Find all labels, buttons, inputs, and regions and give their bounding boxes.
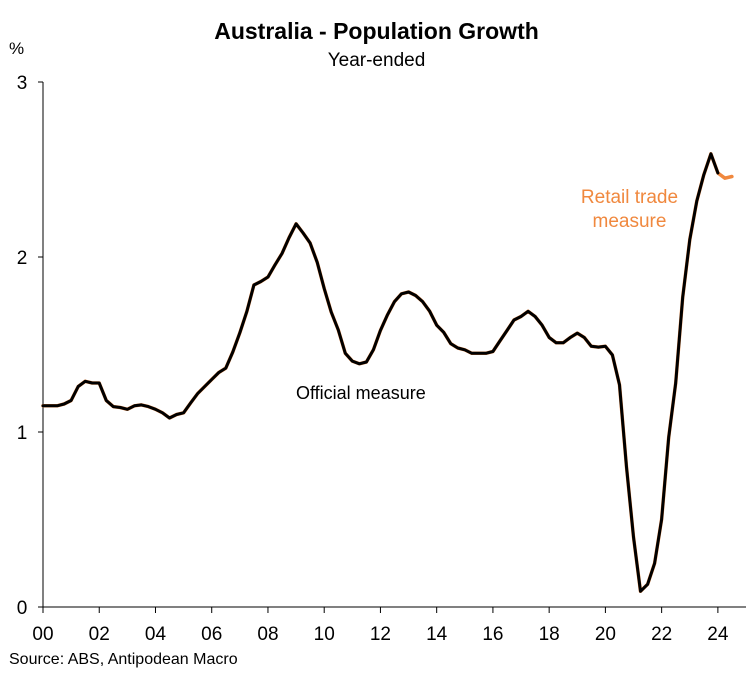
source-note: Source: ABS, Antipodean Macro: [9, 651, 238, 668]
x-tick-label: 02: [89, 624, 110, 645]
y-tick-label: 0: [17, 598, 28, 619]
retail-trade-measure-label: Retail trade measure: [580, 187, 679, 232]
series-lines: [41, 152, 734, 594]
x-tick-label: 04: [145, 624, 167, 645]
x-tick-label: 08: [257, 624, 278, 645]
chart-title: Australia - Population Growth: [214, 18, 539, 44]
official-measure-label: Official measure: [296, 383, 426, 403]
x-tick-label: 24: [707, 624, 729, 645]
chart-subtitle: Year-ended: [327, 50, 426, 71]
x-tick-label: 00: [32, 624, 53, 645]
x-tick-label: 10: [314, 624, 335, 645]
x-tick-label: 06: [201, 624, 222, 645]
x-tick-label: 14: [426, 624, 448, 645]
y-axis-unit: %: [9, 39, 25, 58]
y-tick-label: 2: [17, 248, 28, 269]
x-tick-label: 18: [539, 624, 560, 645]
x-tick-label: 22: [651, 624, 672, 645]
axes: [38, 81, 746, 613]
y-tick-label: 1: [17, 423, 28, 444]
official-measure-line: [41, 152, 720, 593]
y-tick-label: 3: [17, 73, 28, 94]
x-tick-label: 20: [595, 624, 616, 645]
x-tick-label: 12: [370, 624, 391, 645]
x-tick-label: 16: [482, 624, 503, 645]
